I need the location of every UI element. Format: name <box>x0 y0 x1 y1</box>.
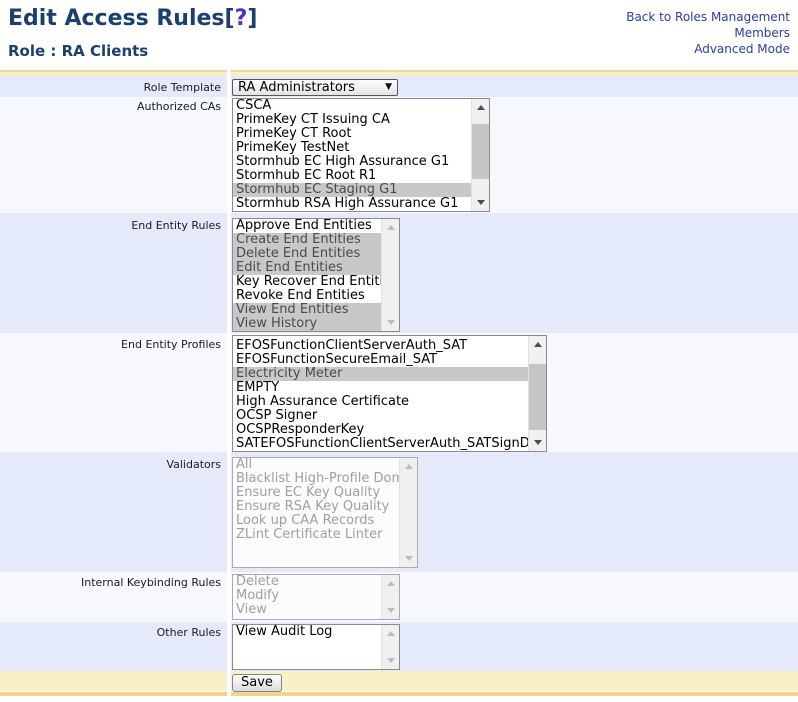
scroll-up-icon <box>400 458 417 475</box>
list-option: ZLint Certificate Linter <box>236 528 383 542</box>
end-entity-profiles-listbox[interactable]: EFOSFunctionClientServerAuth_SAT EFOSFunc… <box>232 335 547 452</box>
list-option[interactable]: Edit End Entities <box>233 261 381 275</box>
list-option[interactable]: CSCA <box>236 99 272 113</box>
list-option[interactable]: PrimeKey TestNet <box>236 141 350 155</box>
page-subtitle: Role : RA Clients <box>8 42 149 60</box>
scroll-up-icon <box>382 625 399 642</box>
page-header: Edit Access Rules[?] Role : RA Clients B… <box>0 0 798 70</box>
list-option[interactable]: EFOSFunctionSecureEmail_SAT <box>236 353 438 367</box>
help-bracket-close: ] <box>247 6 258 31</box>
scroll-up-icon <box>382 575 399 592</box>
link-members[interactable]: Members <box>734 26 790 40</box>
list-option: Ensure RSA Key Quality <box>236 500 390 514</box>
list-option[interactable]: Stormhub EC Staging G1 <box>233 183 471 197</box>
scrollbar <box>381 575 399 619</box>
scrollbar <box>381 625 399 669</box>
scrollbar-thumb[interactable] <box>529 364 546 430</box>
list-option[interactable]: Revoke End Entities <box>236 289 365 303</box>
scrollbar[interactable] <box>528 336 546 451</box>
role-template-selected-value: RA Administrators <box>238 80 355 95</box>
list-option[interactable]: High Assurance Certificate <box>236 395 410 409</box>
scroll-up-icon[interactable] <box>529 336 546 353</box>
list-option: Ensure EC Key Quality <box>236 486 381 500</box>
help-bracket-open: [ <box>224 6 235 31</box>
list-option: Blacklist High-Profile Domains <box>236 472 399 486</box>
list-option: Look up CAA Records <box>236 514 375 528</box>
other-rules-listbox[interactable]: View Audit Log <box>232 624 400 670</box>
list-option[interactable]: Stormhub RSA High Assurance G1 <box>236 197 459 211</box>
list-option[interactable]: Stormhub EC Root R1 <box>236 169 377 183</box>
scrollbar[interactable] <box>471 99 489 211</box>
scroll-down-icon[interactable] <box>529 434 546 451</box>
save-button[interactable]: Save <box>232 673 282 692</box>
scroll-down-icon <box>400 550 417 567</box>
row-save: Save <box>0 671 798 692</box>
role-template-select[interactable]: RA Administrators ▼ <box>232 79 398 96</box>
list-option[interactable]: View Audit Log <box>236 625 333 639</box>
field-label-role-template: Role Template <box>0 76 227 97</box>
scroll-down-icon <box>382 652 399 669</box>
row-end-entity-rules: End Entity Rules Approve End Entities Cre… <box>0 213 798 333</box>
list-option: Delete <box>236 575 279 589</box>
link-back-to-roles-management[interactable]: Back to Roles Management <box>626 10 790 24</box>
internal-keybinding-rules-listbox: Delete Modify View <box>232 574 400 620</box>
row-other-rules: Other Rules View Audit Log <box>0 622 798 671</box>
scrollbar <box>399 458 417 567</box>
list-option[interactable]: Key Recover End Entities <box>236 275 381 289</box>
list-option[interactable]: Create End Entities <box>233 233 381 247</box>
list-option: Modify <box>236 589 280 603</box>
list-option[interactable]: PrimeKey CT Root <box>236 127 352 141</box>
scroll-down-icon <box>382 314 399 331</box>
help-link[interactable]: ? <box>234 6 248 31</box>
list-option[interactable]: View History <box>233 317 381 331</box>
field-label-end-entity-rules: End Entity Rules <box>0 213 227 333</box>
page-title-text: Edit Access Rules <box>8 6 225 31</box>
scrollbar-thumb[interactable] <box>472 124 489 179</box>
authorized-cas-listbox[interactable]: CSCA PrimeKey CT Issuing CA PrimeKey CT Ro… <box>232 98 490 212</box>
end-entity-rules-listbox[interactable]: Approve End Entities Create End Entities D… <box>232 218 400 332</box>
list-option[interactable]: Delete End Entities <box>233 247 381 261</box>
title-block: Edit Access Rules[?] Role : RA Clients <box>8 6 257 70</box>
header-nav-links: Back to Roles Management Members Advance… <box>626 6 790 70</box>
field-label-end-entity-profiles: End Entity Profiles <box>0 333 227 452</box>
chevron-down-icon: ▼ <box>385 82 392 92</box>
field-label-internal-keybinding-rules: Internal Keybinding Rules <box>0 572 227 622</box>
scroll-up-icon[interactable] <box>472 99 489 116</box>
table-bottom-band <box>0 692 798 696</box>
scroll-up-icon <box>382 219 399 236</box>
scroll-down-icon <box>382 602 399 619</box>
list-option[interactable]: Approve End Entities <box>236 219 372 233</box>
row-end-entity-profiles: End Entity Profiles EFOSFunctionClientSe… <box>0 333 798 452</box>
list-option: All <box>236 458 253 472</box>
field-label-authorized-cas: Authorized CAs <box>0 97 227 213</box>
field-label-validators: Validators <box>0 452 227 572</box>
scrollbar <box>381 219 399 331</box>
list-option[interactable]: PrimeKey CT Issuing CA <box>236 113 390 127</box>
scroll-down-icon[interactable] <box>472 194 489 211</box>
list-option[interactable]: EFOSFunctionClientServerAuth_SAT <box>236 339 468 353</box>
list-option[interactable]: Electricity Meter <box>233 367 528 381</box>
link-advanced-mode[interactable]: Advanced Mode <box>694 42 790 56</box>
row-internal-keybinding-rules: Internal Keybinding Rules Delete Modify Vi… <box>0 572 798 622</box>
field-label-other-rules: Other Rules <box>0 622 227 671</box>
table-top-band <box>0 70 798 76</box>
list-option[interactable]: OCSPResponderKey <box>236 423 365 437</box>
page-title: Edit Access Rules[?] <box>8 6 257 31</box>
list-option[interactable]: Stormhub EC High Assurance G1 <box>236 155 450 169</box>
row-authorized-cas: Authorized CAs CSCA PrimeKey CT Issuing C… <box>0 97 798 213</box>
list-option: View <box>236 603 267 617</box>
row-role-template: Role Template RA Administrators ▼ <box>0 76 798 97</box>
list-option[interactable]: View End Entities <box>233 303 381 317</box>
list-option[interactable]: OCSP Signer <box>236 409 318 423</box>
list-option[interactable]: SATEFOSFunctionClientServerAuth_SATSignD… <box>236 437 528 451</box>
list-option[interactable]: EMPTY <box>236 381 280 395</box>
